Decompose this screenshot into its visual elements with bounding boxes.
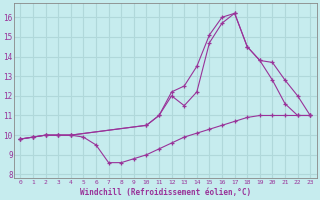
X-axis label: Windchill (Refroidissement éolien,°C): Windchill (Refroidissement éolien,°C): [80, 188, 251, 197]
